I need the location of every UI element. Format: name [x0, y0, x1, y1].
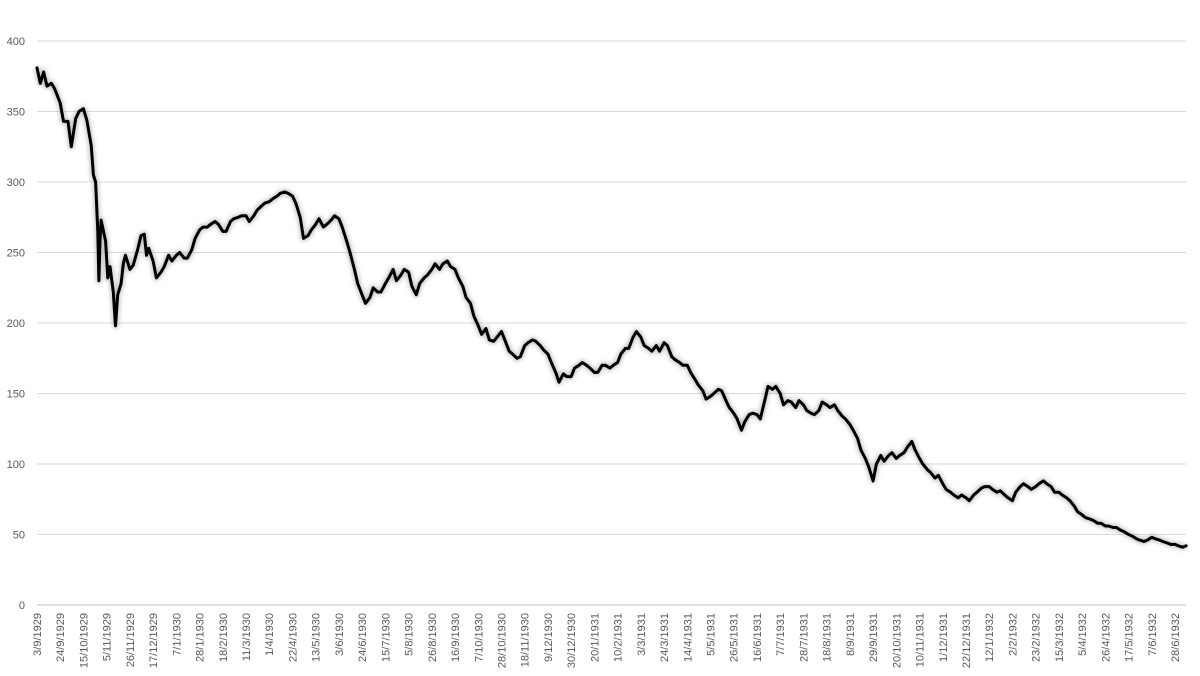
x-tick-label: 28/1/1930: [195, 613, 207, 662]
x-tick-label: 18/11/1930: [520, 613, 532, 667]
x-tick-label: 5/5/1931: [706, 613, 718, 656]
gridlines: [37, 40, 1186, 606]
y-tick-label: 300: [7, 177, 25, 189]
x-tick-label: 22/4/1930: [288, 613, 300, 662]
x-tick-label: 17/12/1929: [148, 613, 160, 668]
x-tick-label: 5/8/1930: [404, 613, 416, 656]
y-tick-label: 150: [7, 389, 25, 401]
x-tick-label: 16/9/1930: [450, 613, 462, 662]
x-tick-label: 10/2/1931: [613, 613, 625, 662]
x-tick-label: 17/5/1932: [1124, 613, 1136, 662]
x-tick-label: 3/9/1929: [32, 613, 44, 656]
y-tick-label: 250: [7, 248, 25, 260]
x-tick-label: 20/10/1931: [891, 613, 903, 668]
x-tick-label: 28/7/1931: [798, 613, 810, 662]
x-tick-label: 24/6/1930: [357, 613, 369, 662]
x-tick-label: 26/8/1930: [427, 613, 439, 662]
x-tick-label: 15/10/1929: [78, 613, 90, 668]
y-tick-label: 0: [19, 600, 25, 612]
x-tick-label: 1/4/1930: [264, 613, 276, 656]
x-tick-label: 7/7/1931: [775, 613, 787, 656]
x-tick-label: 7/1/1930: [171, 613, 183, 656]
x-tick-label: 20/1/1931: [589, 613, 601, 662]
x-tick-label: 10/11/1931: [915, 613, 927, 667]
y-tick-label: 200: [7, 318, 25, 330]
x-tick-label: 18/2/1930: [218, 613, 230, 662]
x-tick-label: 11/3/1930: [241, 613, 253, 661]
x-tick-label: 24/3/1931: [659, 613, 671, 662]
x-tick-label: 18/8/1931: [822, 613, 834, 662]
series-lines: [34, 66, 1188, 551]
x-tick-label: 28/10/1930: [497, 613, 509, 668]
x-tick-label: 13/5/1930: [311, 613, 323, 662]
series-line: [35, 66, 1188, 549]
x-tick-label: 26/11/1929: [125, 613, 137, 667]
x-tick-label: 2/2/1932: [1007, 613, 1019, 656]
x-tick-label: 16/6/1931: [752, 613, 764, 662]
x-tick-label: 23/2/1932: [1031, 613, 1043, 662]
y-tick-label: 100: [7, 459, 25, 471]
x-tick-label: 3/6/1930: [334, 613, 346, 656]
x-tick-label: 24/9/1929: [55, 613, 67, 662]
x-tick-label: 7/6/1932: [1147, 613, 1159, 656]
x-tick-label: 26/4/1932: [1100, 613, 1112, 662]
series-line-glow: [34, 67, 1188, 551]
x-tick-label: 29/9/1931: [868, 613, 880, 662]
x-tick-label: 28/6/1932: [1170, 613, 1182, 662]
x-tick-label: 26/5/1931: [729, 613, 741, 662]
x-axis-tick-labels: 3/9/1929 24/9/1929 15/10/1929 5/11/1929 26/1…: [32, 613, 1182, 668]
y-tick-label: 50: [13, 530, 25, 542]
x-tick-label: 14/4/1931: [682, 613, 694, 662]
x-tick-label: 5/11/1929: [102, 613, 114, 661]
x-tick-label: 8/9/1931: [845, 613, 857, 656]
x-tick-label: 12/1/1932: [984, 613, 996, 662]
x-tick-label: 9/12/1930: [543, 613, 555, 662]
y-axis-tick-labels: 0 50 100 150 200 250 300 350 400: [7, 36, 25, 612]
x-tick-label: 30/12/1930: [566, 613, 578, 668]
y-tick-label: 350: [7, 107, 25, 119]
x-tick-label: 1/12/1931: [938, 613, 950, 662]
x-tick-label: 15/7/1930: [380, 613, 392, 662]
x-tick-label: 22/12/1931: [961, 613, 973, 668]
x-tick-label: 3/3/1931: [636, 613, 648, 656]
x-tick-label: 7/10/1930: [473, 613, 485, 662]
y-tick-label: 400: [7, 36, 25, 48]
x-tick-label: 15/3/1932: [1054, 613, 1066, 662]
x-tick-label: 5/4/1932: [1077, 613, 1089, 656]
